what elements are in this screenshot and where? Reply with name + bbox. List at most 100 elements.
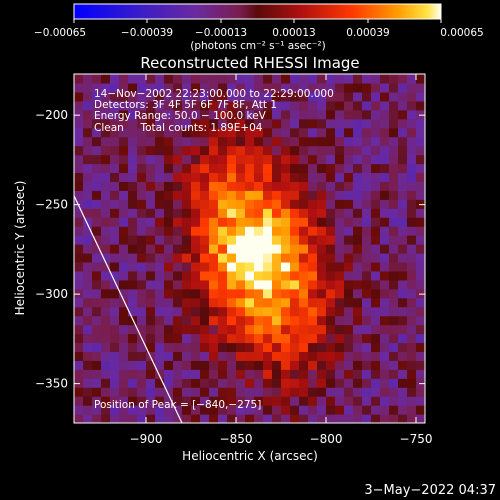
heatmap-cell bbox=[101, 342, 111, 353]
heatmap-cell bbox=[281, 163, 291, 174]
heatmap-cell bbox=[290, 172, 300, 182]
heatmap-cell bbox=[389, 396, 399, 406]
heatmap-cell bbox=[371, 190, 381, 200]
heatmap-cell bbox=[155, 172, 165, 182]
heatmap-cell bbox=[83, 208, 93, 218]
heatmap-cell bbox=[119, 127, 129, 138]
heatmap-cell bbox=[389, 154, 399, 165]
heatmap-cell bbox=[110, 297, 120, 308]
heatmap-cell bbox=[173, 235, 183, 245]
heatmap-cell bbox=[191, 74, 201, 84]
heatmap-cell bbox=[227, 342, 237, 353]
heatmap-cell bbox=[200, 109, 210, 120]
heatmap-cell bbox=[173, 74, 183, 84]
heatmap-cell bbox=[245, 199, 255, 209]
heatmap-cell bbox=[254, 279, 264, 290]
chart-title: Reconstructed RHESSI Image bbox=[140, 54, 359, 72]
heatmap-cell bbox=[290, 378, 300, 388]
heatmap-cell bbox=[173, 288, 183, 299]
heatmap-cell bbox=[362, 217, 372, 227]
heatmap-cell bbox=[371, 333, 381, 344]
heatmap-cell bbox=[299, 333, 309, 344]
heatmap-cell bbox=[218, 163, 228, 174]
heatmap-cell bbox=[146, 252, 156, 263]
heatmap-cell bbox=[236, 235, 246, 245]
heatmap-cell bbox=[254, 405, 264, 415]
heatmap-cell bbox=[398, 378, 408, 388]
heatmap-cell bbox=[263, 297, 273, 308]
heatmap-cell bbox=[308, 297, 318, 308]
heatmap-cell bbox=[299, 405, 309, 415]
heatmap-cell bbox=[290, 118, 300, 129]
heatmap-cell bbox=[263, 208, 273, 218]
heatmap-cell bbox=[164, 235, 174, 245]
heatmap-cell bbox=[254, 181, 264, 191]
heatmap-cell bbox=[362, 351, 372, 361]
heatmap-cell bbox=[236, 279, 246, 290]
heatmap-cell bbox=[389, 324, 399, 335]
heatmap-cell bbox=[92, 342, 102, 353]
heatmap-cell bbox=[218, 369, 228, 379]
heatmap-cell bbox=[317, 369, 327, 379]
heatmap-cell bbox=[272, 333, 282, 344]
heatmap-cell bbox=[227, 136, 237, 147]
heatmap-cell bbox=[290, 136, 300, 147]
heatmap-cell bbox=[83, 288, 93, 299]
heatmap-cell bbox=[281, 82, 291, 93]
heatmap-cell bbox=[74, 297, 84, 308]
heatmap-cell bbox=[344, 163, 354, 174]
heatmap-cell bbox=[290, 333, 300, 344]
heatmap-cell bbox=[299, 172, 309, 182]
heatmap-cell bbox=[389, 217, 399, 227]
heatmap-cell bbox=[290, 252, 300, 263]
heatmap-cell bbox=[362, 315, 372, 326]
heatmap-cell bbox=[380, 226, 390, 236]
heatmap-cell bbox=[83, 333, 93, 344]
heatmap-cell bbox=[263, 315, 273, 326]
heatmap-cell bbox=[272, 360, 282, 370]
heatmap-cell bbox=[344, 91, 354, 102]
heatmap-cell bbox=[110, 414, 120, 423]
heatmap-cell bbox=[236, 405, 246, 415]
heatmap-cell bbox=[344, 288, 354, 299]
heatmap-cell bbox=[290, 405, 300, 415]
heatmap-cell bbox=[119, 226, 129, 236]
heatmap-cell bbox=[299, 136, 309, 147]
heatmap-cell bbox=[155, 190, 165, 200]
heatmap-cell bbox=[344, 261, 354, 272]
heatmap-cell bbox=[209, 297, 219, 308]
heatmap-cell bbox=[281, 324, 291, 335]
heatmap-cell bbox=[83, 306, 93, 317]
heatmap-cell bbox=[317, 297, 327, 308]
heatmap-cell bbox=[137, 74, 147, 84]
heatmap-cell bbox=[101, 396, 111, 406]
heatmap-cell bbox=[344, 235, 354, 245]
heatmap-cell bbox=[200, 333, 210, 344]
heatmap-cell bbox=[344, 252, 354, 263]
heatmap-cell bbox=[92, 297, 102, 308]
heatmap-cell bbox=[119, 172, 129, 182]
heatmap-cell bbox=[344, 208, 354, 218]
heatmap-cell bbox=[164, 136, 174, 147]
heatmap-cell bbox=[236, 226, 246, 236]
heatmap-cell bbox=[299, 91, 309, 102]
heatmap-cell bbox=[119, 154, 129, 165]
heatmap-cell bbox=[182, 181, 192, 191]
heatmap-cell bbox=[119, 217, 129, 227]
cbar-tick-label: −0.00013 bbox=[195, 27, 247, 39]
heatmap-cell bbox=[227, 378, 237, 388]
heatmap-cell bbox=[344, 351, 354, 361]
heatmap-cell bbox=[335, 414, 345, 423]
heatmap-cell bbox=[92, 127, 102, 138]
heatmap-cell bbox=[227, 100, 237, 111]
heatmap-cell bbox=[371, 387, 381, 397]
heatmap-cell bbox=[416, 288, 425, 299]
heatmap-cell bbox=[209, 91, 219, 102]
heatmap-cell bbox=[308, 235, 318, 245]
heatmap-cell bbox=[236, 100, 246, 111]
heatmap-cell bbox=[308, 208, 318, 218]
heatmap-cell bbox=[263, 270, 273, 281]
heatmap-cell bbox=[245, 181, 255, 191]
heatmap-cell bbox=[380, 288, 390, 299]
heatmap-cell bbox=[191, 279, 201, 290]
